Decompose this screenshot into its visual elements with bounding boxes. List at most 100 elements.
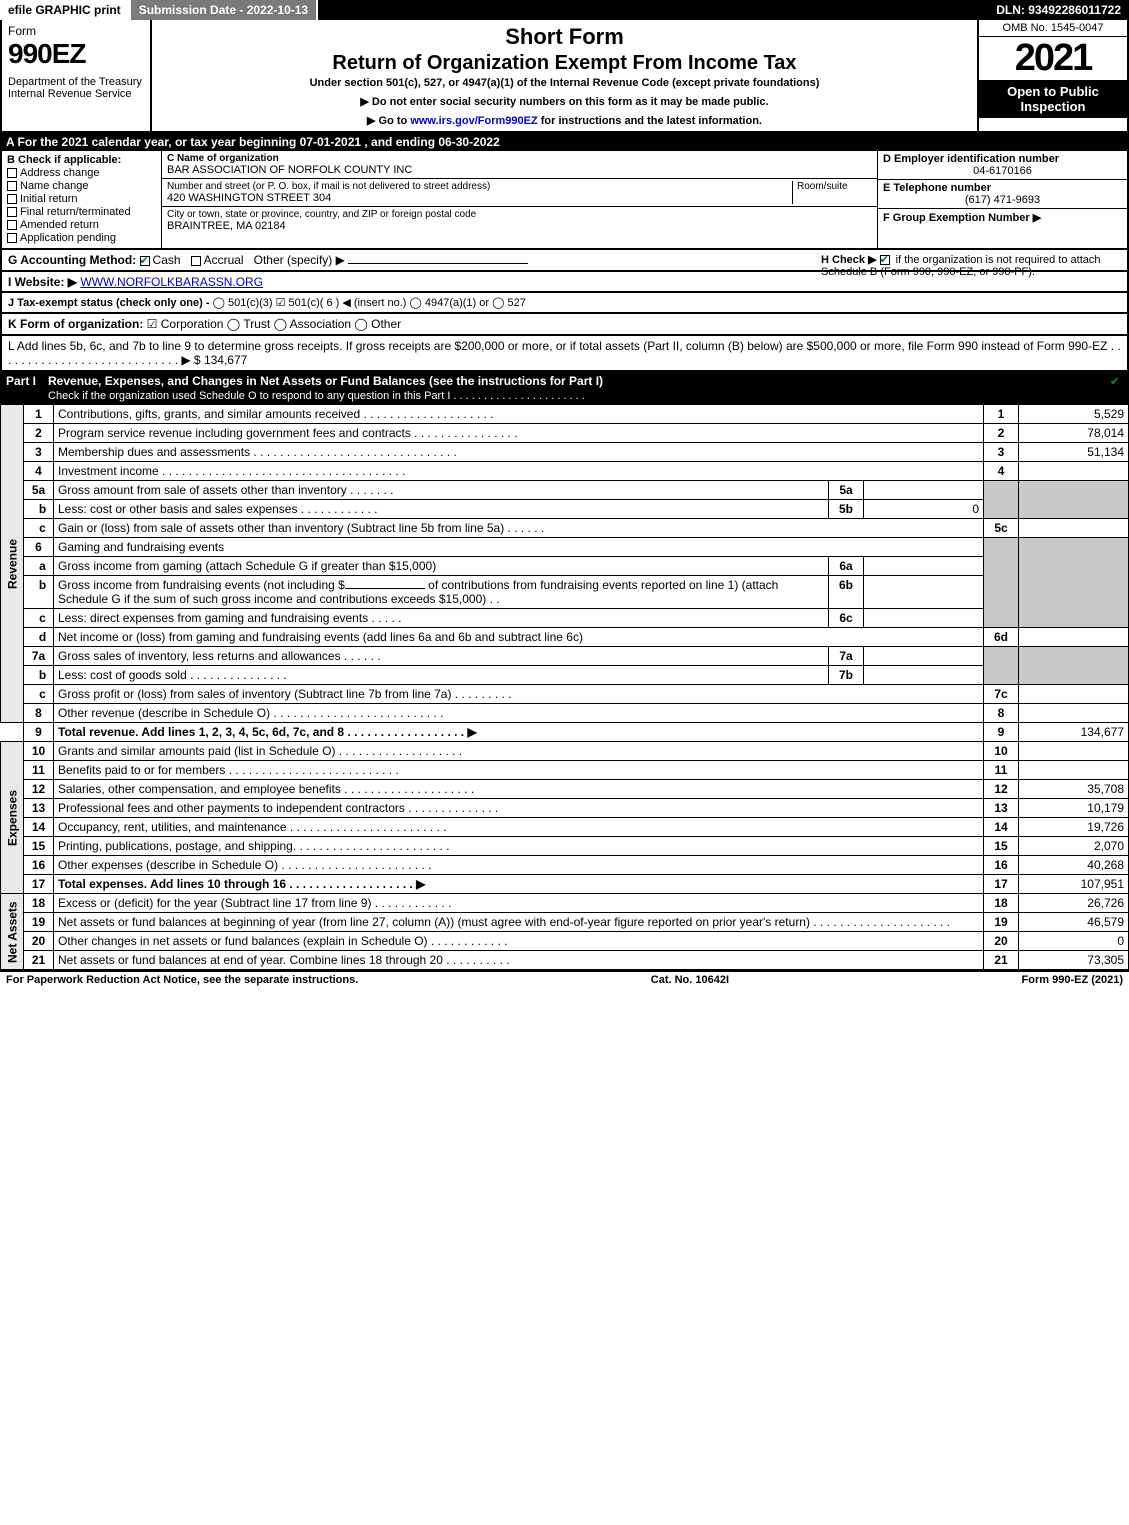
inspection-badge: Open to Public Inspection [979, 80, 1127, 118]
line-6c-desc: Less: direct expenses from gaming and fu… [54, 609, 829, 628]
ein: 04-6170166 [883, 165, 1122, 177]
line-12-amt: 35,708 [1019, 780, 1129, 799]
line-16-desc: Other expenses (describe in Schedule O) … [54, 856, 984, 875]
section-def: D Employer identification number 04-6170… [877, 151, 1127, 248]
chk-final-return[interactable]: Final return/terminated [20, 206, 131, 218]
paperwork-notice: For Paperwork Reduction Act Notice, see … [6, 974, 358, 986]
efile-print[interactable]: efile GRAPHIC print [0, 0, 131, 20]
form-number: 990EZ [8, 38, 144, 70]
c-name-label: C Name of organization [167, 153, 872, 164]
website-link[interactable]: WWW.NORFOLKBARASSN.ORG [80, 275, 263, 289]
dln: DLN: 93492286011722 [988, 0, 1129, 20]
i-label: I Website: ▶ [8, 275, 77, 289]
line-15-amt: 2,070 [1019, 837, 1129, 856]
chk-name-change[interactable]: Name change [20, 180, 89, 192]
chk-part-i-schedule-o[interactable] [1110, 377, 1120, 387]
chk-application-pending[interactable]: Application pending [20, 232, 116, 244]
form-label: Form [8, 24, 144, 38]
part-i-title: Revenue, Expenses, and Changes in Net As… [48, 374, 603, 388]
telephone: (617) 471-9693 [883, 194, 1122, 206]
line-19-amt: 46,579 [1019, 913, 1129, 932]
line-20-desc: Other changes in net assets or fund bala… [54, 932, 984, 951]
line-7b-desc: Less: cost of goods sold . . . . . . . .… [54, 666, 829, 685]
form-header: Form 990EZ Department of the Treasury In… [0, 20, 1129, 133]
line-4-desc: Investment income . . . . . . . . . . . … [54, 462, 984, 481]
d-label: D Employer identification number [883, 153, 1122, 165]
irs-link[interactable]: www.irs.gov/Form990EZ [410, 115, 537, 127]
line-20-amt: 0 [1019, 932, 1129, 951]
line-5c-desc: Gain or (loss) from sale of assets other… [54, 519, 984, 538]
j-label: J Tax-exempt status (check only one) - [8, 297, 213, 309]
line-18-amt: 26,726 [1019, 894, 1129, 913]
chk-amended-return[interactable]: Amended return [20, 219, 99, 231]
line-5c-amt [1019, 519, 1129, 538]
line-7a-desc: Gross sales of inventory, less returns a… [54, 647, 829, 666]
expenses-section-label: Expenses [1, 742, 24, 894]
top-bar: efile GRAPHIC print Submission Date - 20… [0, 0, 1129, 20]
line-1-amt: 5,529 [1019, 405, 1129, 424]
chk-initial-return[interactable]: Initial return [20, 193, 77, 205]
line-12-desc: Salaries, other compensation, and employ… [54, 780, 984, 799]
addr-label: Number and street (or P. O. box, if mail… [167, 181, 792, 192]
e-label: E Telephone number [883, 182, 1122, 194]
line-a: A For the 2021 calendar year, or tax yea… [0, 133, 1129, 151]
line-1-desc: Contributions, gifts, grants, and simila… [54, 405, 984, 424]
org-name: BAR ASSOCIATION OF NORFOLK COUNTY INC [167, 164, 872, 176]
line-11-desc: Benefits paid to or for members . . . . … [54, 761, 984, 780]
line-6b-desc: Gross income from fundraising events (no… [54, 576, 829, 609]
dept-treasury: Department of the Treasury [8, 76, 144, 88]
line-13-amt: 10,179 [1019, 799, 1129, 818]
chk-cash[interactable] [140, 256, 150, 266]
page-footer: For Paperwork Reduction Act Notice, see … [0, 970, 1129, 988]
short-form-title: Short Form [160, 24, 969, 50]
line-21-desc: Net assets or fund balances at end of ye… [54, 951, 984, 970]
line-18-desc: Excess or (deficit) for the year (Subtra… [54, 894, 984, 913]
k-label: K Form of organization: [8, 317, 143, 331]
part-i-check: Check if the organization used Schedule … [48, 390, 585, 402]
omb-number: OMB No. 1545-0047 [979, 20, 1127, 37]
room-suite: Room/suite [792, 181, 872, 204]
ssn-warning: ▶ Do not enter social security numbers o… [160, 95, 969, 108]
line-19-desc: Net assets or fund balances at beginning… [54, 913, 984, 932]
part-i-header: Part I Revenue, Expenses, and Changes in… [0, 372, 1129, 404]
irs-label: Internal Revenue Service [8, 88, 144, 100]
b-label: B Check if applicable: [7, 154, 156, 166]
chk-address-change[interactable]: Address change [20, 167, 100, 179]
line-14-amt: 19,726 [1019, 818, 1129, 837]
section-b: B Check if applicable: Address change Na… [2, 151, 162, 248]
line-5b-amt: 0 [864, 500, 984, 519]
section-g: G Accounting Method: Cash Accrual Other … [0, 250, 1129, 272]
form-ref: Form 990-EZ (2021) [1022, 974, 1123, 986]
block-bcdef: B Check if applicable: Address change Na… [0, 151, 1129, 250]
section-l: L Add lines 5b, 6c, and 7b to line 9 to … [0, 336, 1129, 372]
revenue-section-label: Revenue [1, 405, 24, 723]
chk-accrual[interactable] [191, 256, 201, 266]
city-state-zip: BRAINTREE, MA 02184 [167, 220, 872, 232]
tax-year: 2021 [979, 37, 1127, 80]
submission-date: Submission Date - 2022-10-13 [131, 0, 318, 20]
line-8-desc: Other revenue (describe in Schedule O) .… [54, 704, 984, 723]
section-c: C Name of organization BAR ASSOCIATION O… [162, 151, 877, 248]
line-9-desc: Total revenue. Add lines 1, 2, 3, 4, 5c,… [54, 723, 984, 742]
city-label: City or town, state or province, country… [167, 209, 872, 220]
part-i-label: Part I [6, 374, 48, 402]
g-label: G Accounting Method: [8, 253, 136, 267]
line-6d-desc: Net income or (loss) from gaming and fun… [54, 628, 984, 647]
netassets-section-label: Net Assets [1, 894, 24, 970]
return-title: Return of Organization Exempt From Incom… [160, 52, 969, 75]
line-17-desc: Total expenses. Add lines 10 through 16 … [54, 875, 984, 894]
goto-link-line: ▶ Go to www.irs.gov/Form990EZ for instru… [160, 114, 969, 127]
line-5a-amt [864, 481, 984, 500]
line-17-amt: 107,951 [1019, 875, 1129, 894]
section-k: K Form of organization: ☑ Corporation ◯ … [0, 314, 1129, 336]
chk-schedule-b[interactable] [880, 255, 890, 265]
section-i: I Website: ▶ WWW.NORFOLKBARASSN.ORG [0, 272, 1129, 293]
line-16-amt: 40,268 [1019, 856, 1129, 875]
line-9-amt: 134,677 [1019, 723, 1129, 742]
line-14-desc: Occupancy, rent, utilities, and maintena… [54, 818, 984, 837]
line-7c-desc: Gross profit or (loss) from sales of inv… [54, 685, 984, 704]
section-j: J Tax-exempt status (check only one) - ◯… [0, 293, 1129, 314]
line-4-amt [1019, 462, 1129, 481]
lines-table: Revenue 1 Contributions, gifts, grants, … [0, 404, 1129, 970]
line-13-desc: Professional fees and other payments to … [54, 799, 984, 818]
